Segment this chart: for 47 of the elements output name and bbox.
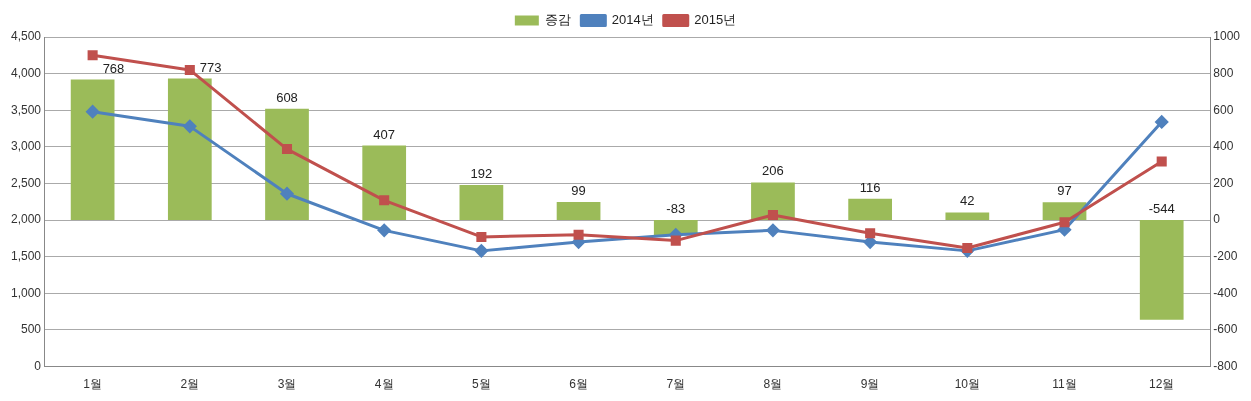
y2-tick-label: 0: [1213, 212, 1221, 227]
y-tick-label: 3,000: [11, 139, 42, 154]
data-label: 773: [199, 59, 222, 75]
y-tick-label: 2,500: [11, 175, 42, 190]
data-label: 97: [1057, 183, 1072, 199]
legend-label: 2014년: [611, 12, 654, 28]
y2-tick-label: 600: [1213, 102, 1234, 117]
y2-tick-label: -200: [1213, 249, 1238, 264]
x-tick-label: 9월: [860, 377, 880, 392]
x-tick-label: 1월: [83, 377, 102, 392]
data-label: 42: [960, 193, 975, 209]
y-tick-label: 4,000: [11, 65, 42, 80]
data-label: 768: [102, 60, 125, 76]
data-label: 608: [276, 89, 298, 105]
data-label: -83: [666, 201, 686, 217]
legend-label: 2015년: [694, 12, 737, 28]
x-tick-label: 4월: [374, 377, 394, 392]
y2-tick-label: 1000: [1213, 29, 1241, 44]
data-label: 116: [859, 179, 881, 195]
x-tick-label: 5월: [472, 377, 491, 392]
y2-tick-label: 200: [1213, 175, 1234, 190]
data-label: 407: [373, 126, 396, 142]
x-tick-label: 7월: [666, 377, 686, 392]
x-tick-label: 10월: [954, 377, 981, 392]
data-label: 99: [571, 183, 586, 199]
y-tick-label: 2,000: [11, 212, 42, 227]
y-tick-label: 0: [34, 358, 42, 373]
x-tick-label: 11월: [1052, 377, 1077, 392]
x-tick-label: 3월: [277, 377, 297, 392]
x-tick-label: 8월: [763, 377, 783, 392]
y2-tick-label: 400: [1213, 139, 1234, 154]
legend-label: 증감: [545, 12, 572, 28]
y2-tick-label: -400: [1213, 285, 1238, 300]
y-tick-label: 3,500: [11, 102, 42, 117]
y2-tick-label: -800: [1213, 358, 1238, 373]
y-tick-label: 1,500: [11, 249, 42, 264]
x-tick-label: 6월: [569, 377, 588, 392]
data-label: 206: [762, 163, 784, 179]
y-tick-label: 1,000: [11, 285, 42, 300]
y2-tick-label: 800: [1213, 65, 1234, 80]
x-tick-label: 2월: [180, 377, 200, 392]
y-tick-label: 500: [21, 322, 42, 337]
y2-tick-label: -600: [1213, 322, 1238, 337]
data-label: 192: [470, 166, 493, 182]
y-tick-label: 4,500: [11, 29, 42, 44]
data-label: -544: [1148, 201, 1175, 217]
x-tick-label: 12월: [1149, 377, 1175, 392]
